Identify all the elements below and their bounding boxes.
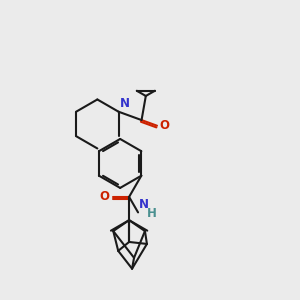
- Text: N: N: [139, 198, 149, 211]
- Text: N: N: [120, 97, 130, 110]
- Text: O: O: [100, 190, 110, 203]
- Text: O: O: [159, 119, 169, 132]
- Text: H: H: [146, 207, 156, 220]
